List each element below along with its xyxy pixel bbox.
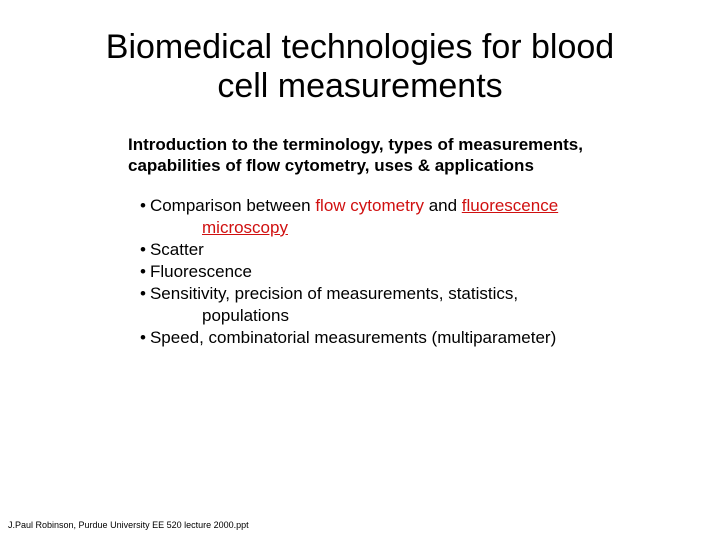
bullet-continuation: populations: [140, 305, 650, 327]
bullet-text: Sensitivity, precision of measurements, …: [150, 283, 650, 305]
bullet-text: Scatter: [150, 239, 650, 261]
title-line-2: cell measurements: [217, 67, 502, 105]
bullet-item: • Comparison between flow cytometry and …: [140, 195, 650, 217]
bullet-text: Speed, combinatorial measurements (multi…: [150, 327, 650, 349]
bullet-marker-icon: •: [140, 261, 150, 283]
bullet-continuation: microscopy: [140, 217, 650, 239]
text-segment-highlight: microscopy: [202, 218, 288, 237]
slide-subtitle: Introduction to the terminology, types o…: [0, 106, 720, 177]
bullet-text: Fluorescence: [150, 261, 650, 283]
text-segment: Comparison between: [150, 196, 315, 215]
bullet-text: Comparison between flow cytometry and fl…: [150, 195, 650, 217]
bullet-item: • Fluorescence: [140, 261, 650, 283]
bullet-marker-icon: •: [140, 195, 150, 217]
title-line-1: Biomedical technologies for blood: [106, 28, 614, 66]
slide-title: Biomedical technologies for blood cell m…: [0, 0, 720, 106]
bullet-item: • Scatter: [140, 239, 650, 261]
bullet-item: • Sensitivity, precision of measurements…: [140, 283, 650, 305]
bullet-marker-icon: •: [140, 283, 150, 305]
bullet-marker-icon: •: [140, 239, 150, 261]
bullet-list: • Comparison between flow cytometry and …: [0, 177, 720, 350]
text-segment-highlight: fluorescence: [462, 196, 558, 215]
text-segment-highlight: flow cytometry: [315, 196, 424, 215]
bullet-item: • Speed, combinatorial measurements (mul…: [140, 327, 650, 349]
slide-footer: J.Paul Robinson, Purdue University EE 52…: [8, 520, 249, 530]
bullet-marker-icon: •: [140, 327, 150, 349]
text-segment: and: [424, 196, 462, 215]
